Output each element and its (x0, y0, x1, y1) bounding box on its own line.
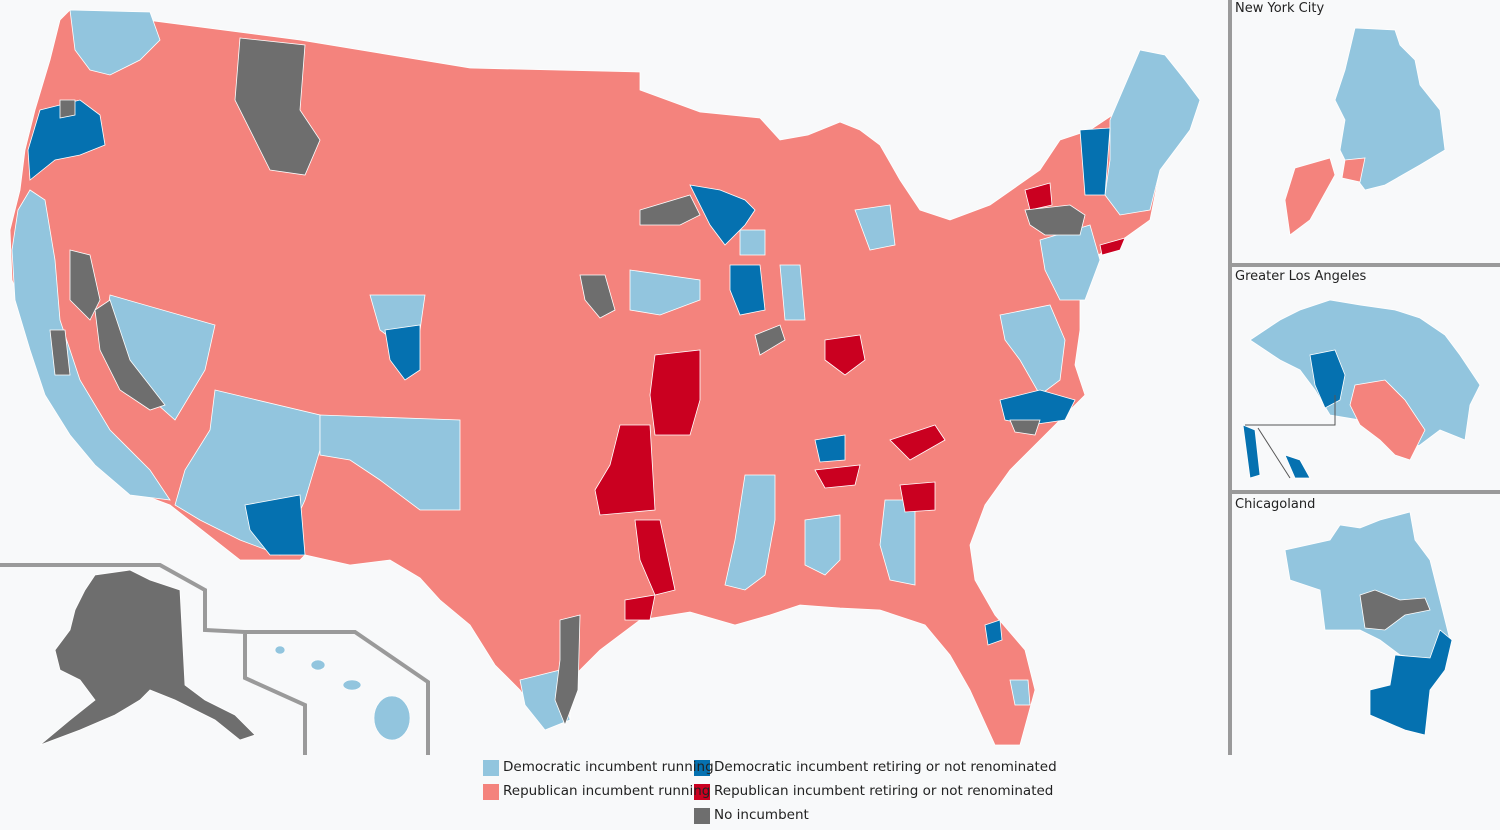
dem-running-ny-nj (1039, 224, 1101, 301)
rep-retiring-tn (814, 464, 861, 489)
legend-item-rep-running: Republican incumbent running (503, 783, 710, 799)
dem-retiring-vt (1079, 127, 1111, 196)
rep-retiring-tx (634, 519, 676, 596)
la-channel-islands (1242, 424, 1311, 479)
rep-retiring-districts (594, 182, 1126, 621)
no-incumbent-ca-2 (49, 329, 71, 376)
dem-running-md-va (999, 304, 1066, 396)
legend-swatch-dem-retiring (694, 760, 710, 776)
dem-running-al (804, 514, 841, 576)
legend-swatches (483, 760, 710, 824)
legend-swatch-no-incumbent (694, 808, 710, 824)
rep-retiring-mo (649, 349, 701, 436)
dem-retiring-va (999, 389, 1076, 426)
hawaii-maui (342, 679, 362, 691)
rep-retiring-ky (889, 424, 946, 461)
chicago-dem-retiring (1369, 629, 1453, 736)
no-incumbent-or (59, 99, 76, 119)
chicago-inset-title: Chicagoland (1235, 497, 1316, 512)
dem-running-new-england (1104, 49, 1201, 216)
chicago-no-incumbent (1359, 589, 1431, 631)
rep-retiring-in (824, 334, 866, 376)
nyc-bronx-queens-brooklyn (1334, 27, 1446, 191)
alaska-hawaii-frame (0, 563, 430, 755)
no-incumbent-mn (639, 194, 701, 226)
legend-label-rep-retiring: Republican incumbent retiring or not ren… (714, 783, 1054, 799)
legend-item-no-incumbent: No incumbent (714, 807, 809, 823)
dem-running-il (779, 264, 806, 321)
dem-retiring-il (729, 264, 766, 316)
legend-label-dem-running: Democratic incumbent running (503, 759, 714, 775)
rep-retiring-ga (899, 481, 936, 513)
dem-retiring-mn-wi (689, 184, 756, 246)
no-incumbent-ne-ia (579, 274, 616, 319)
nyc-staten-island (1284, 157, 1336, 236)
nyc-inset-title: New York City (1235, 1, 1325, 16)
dem-retiring-or (27, 99, 106, 181)
rep-retiring-ny (1024, 182, 1053, 211)
dem-running-mn (629, 269, 701, 316)
la-dem-retiring (1309, 349, 1346, 409)
legend-swatch-dem-running (483, 760, 499, 776)
dem-running-mi (854, 204, 896, 251)
hawaii-big-island (373, 695, 411, 741)
legend-label-no-incumbent: No incumbent (714, 807, 809, 823)
la-inset-map (1242, 299, 1481, 479)
dem-running-nm-co (319, 414, 461, 511)
nyc-brooklyn-south (1341, 157, 1366, 183)
dem-retiring-tn (814, 434, 846, 463)
dem-running-ms (724, 474, 776, 591)
chicago-inset-map (1284, 511, 1453, 736)
hawaii (274, 645, 411, 741)
dem-retiring-fl (984, 619, 1003, 646)
no-incumbent-nv-ca (94, 299, 166, 411)
chicago-suburbs (1284, 511, 1451, 661)
alaska (39, 569, 256, 746)
hawaii-oahu (310, 659, 326, 671)
no-incumbent-il (754, 324, 786, 356)
la-islands-callout (1245, 395, 1336, 426)
dem-running-fl (1009, 679, 1031, 706)
la-inset-title: Greater Los Angeles (1235, 269, 1367, 284)
no-incumbent-tx (554, 614, 581, 727)
dem-running-ca-coast (11, 189, 171, 501)
dem-running-wa (69, 9, 161, 76)
legend-label-dem-retiring: Democratic incumbent retiring or not ren… (714, 759, 1057, 775)
alaska-landmass (39, 569, 256, 746)
rep-retiring-tx-2 (624, 594, 656, 621)
nyc-inset-map (1284, 27, 1446, 236)
hawaii-kauai (274, 645, 286, 655)
legend-item-dem-retiring: Democratic incumbent retiring or not ren… (714, 759, 1057, 775)
legend-item-rep-retiring: Republican incumbent retiring or not ren… (714, 783, 1053, 799)
dem-running-wi (739, 229, 766, 256)
inset-dividers (1228, 0, 1500, 755)
rep-retiring-ok (594, 424, 656, 516)
no-incumbent-mt (234, 37, 321, 176)
no-incumbent-nc (1009, 419, 1041, 436)
no-incumbent-districts (49, 37, 1086, 727)
legend-swatch-rep-running (483, 784, 499, 800)
legend-label-rep-running: Republican incumbent running (503, 783, 711, 799)
no-incumbent-pa-ny (1024, 204, 1086, 236)
dem-retiring-az (244, 494, 306, 556)
dem-retiring-districts (27, 99, 1111, 646)
rep-retiring-ny-li (1099, 237, 1126, 256)
la-orange-county (1349, 379, 1426, 461)
la-islands-separator (1257, 427, 1291, 479)
legend-swatch-rep-retiring (694, 784, 710, 800)
legend-item-dem-running: Democratic incumbent running (503, 759, 714, 775)
dem-retiring-co (384, 324, 421, 381)
